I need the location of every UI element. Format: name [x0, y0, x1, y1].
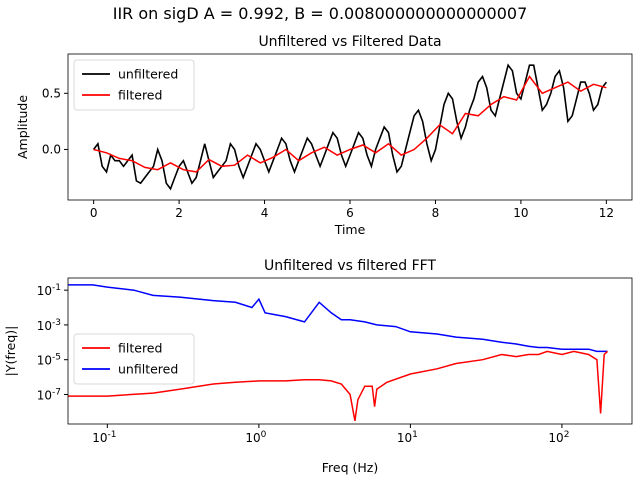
x-tick-label: 101: [397, 430, 418, 445]
legend-box: [73, 333, 195, 385]
legend-label: unfiltered: [118, 362, 178, 377]
x-tick-label: 100: [245, 430, 266, 445]
y-axis-label: Amplitude: [15, 95, 30, 159]
chart-title: Unfiltered vs Filtered Data: [258, 34, 441, 50]
y-tick-label: 10-1: [37, 283, 61, 298]
y-tick-label: 0.0: [42, 142, 61, 156]
y-tick-label: 10-7: [37, 387, 61, 402]
figure-suptitle: IIR on sigD A = 0.992, B = 0.00800000000…: [113, 4, 528, 23]
y-tick-label: 10-3: [37, 318, 61, 333]
series-unfiltered: [68, 284, 608, 353]
x-tick-label: 2: [175, 206, 183, 220]
y-axis-label: |Y(freq)|: [3, 326, 18, 377]
legend-label: filtered: [118, 88, 162, 103]
chart-fft: 10-1 100 101 102 10-7 10-5 10-3 10-1 Unfiltered …: [3, 258, 633, 475]
x-tick-label: 10: [513, 206, 528, 220]
x-tick-label: 10-1: [92, 430, 116, 445]
y-tick-label: 0.5: [42, 86, 61, 100]
x-tick-label: 0: [90, 206, 98, 220]
x-tick-label: 6: [346, 206, 354, 220]
legend-label: filtered: [118, 341, 162, 356]
series-filtered: [93, 75, 607, 173]
series-filtered: [68, 350, 609, 422]
y-tick-label: 10-5: [37, 353, 61, 368]
plot-frame: [67, 277, 633, 425]
x-axis-label: Freq (Hz): [322, 460, 378, 475]
x-tick-label: 12: [599, 206, 614, 220]
chart-time-domain: 0 2 4 6 8 10 12 0.0 0.5 Unfiltered vs Filtered Da…: [15, 34, 633, 237]
legend-box: [73, 59, 195, 111]
series-unfiltered: [92, 63, 608, 191]
x-axis-label: Time: [334, 222, 366, 237]
x-tick-label: 8: [432, 206, 440, 220]
legend-label: unfiltered: [118, 67, 178, 82]
x-tick-label: 102: [548, 430, 569, 445]
chart-title: Unfiltered vs filtered FFT: [264, 258, 436, 274]
x-tick-label: 4: [261, 206, 269, 220]
